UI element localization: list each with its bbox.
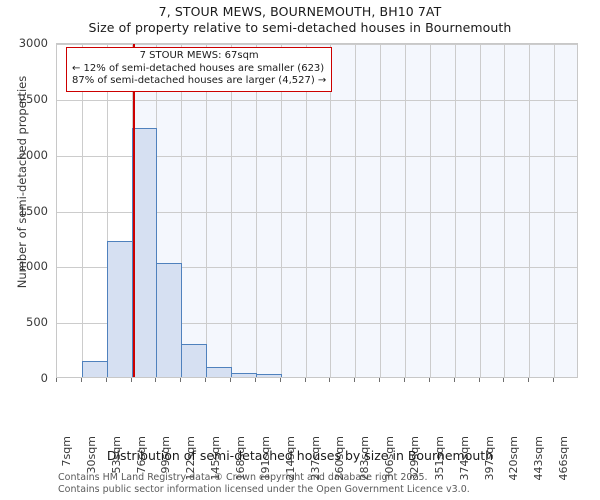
- y-axis-label: Number of semi-detached properties: [15, 75, 29, 289]
- x-axis-tick-mark: [155, 378, 156, 382]
- bar: [57, 377, 83, 378]
- annotation-callout: 7 STOUR MEWS: 67sqm ← 12% of semi-detach…: [66, 47, 333, 92]
- footer-line-1: Contains HM Land Registry data © Crown c…: [58, 472, 428, 483]
- bar: [131, 127, 158, 377]
- gridline-vertical: [554, 44, 555, 377]
- x-axis-tick-mark: [329, 378, 330, 382]
- x-axis-tick-mark: [81, 378, 82, 382]
- x-axis-tick-mark: [230, 378, 231, 382]
- y-axis-tick-label: 3000: [18, 36, 48, 50]
- bar: [306, 377, 332, 378]
- y-axis-tick-label: 1500: [18, 203, 48, 218]
- bar: [355, 377, 381, 378]
- bar: [380, 377, 406, 378]
- gridline-vertical: [206, 44, 207, 377]
- gridline-vertical: [480, 44, 481, 377]
- x-axis-tick-mark: [503, 378, 504, 382]
- x-axis-tick-mark: [255, 378, 256, 382]
- gridline-horizontal: [57, 267, 577, 268]
- gridline-vertical: [529, 44, 530, 377]
- y-axis-tick-label: 0: [40, 371, 48, 385]
- gridline-vertical: [504, 44, 505, 377]
- gridline-vertical: [82, 44, 83, 377]
- gridline-vertical: [256, 44, 257, 377]
- x-axis-tick-mark: [131, 378, 132, 382]
- gridline-vertical: [107, 44, 108, 377]
- x-axis-tick-mark: [379, 378, 380, 382]
- y-axis-tick-label: 2000: [18, 147, 48, 162]
- gridline-vertical: [231, 44, 232, 377]
- gridline-vertical: [181, 44, 182, 377]
- x-axis-label: Distribution of semi-detached houses by …: [106, 448, 494, 463]
- annotation-title: 7 STOUR MEWS: 67sqm: [139, 50, 259, 61]
- x-axis-tick-mark: [404, 378, 405, 382]
- bar: [280, 376, 307, 377]
- y-axis-tick-label: 1000: [18, 259, 48, 274]
- chart-subtitle: Size of property relative to semi-detach…: [88, 20, 512, 35]
- x-axis-tick-mark: [454, 378, 455, 382]
- gridline-horizontal: [57, 212, 577, 213]
- annotation-smaller-text: ← 12% of semi-detached houses are smalle…: [72, 62, 325, 74]
- gridline-vertical: [405, 44, 406, 377]
- gridline-horizontal: [57, 323, 577, 324]
- right-region-shading: [134, 44, 577, 377]
- gridline-vertical: [281, 44, 282, 377]
- bar: [231, 372, 257, 377]
- x-axis-tick-mark: [56, 378, 57, 382]
- x-axis-tick-mark: [106, 378, 107, 382]
- x-axis-tick-mark: [354, 378, 355, 382]
- footer-line-2: Contains public sector information licen…: [58, 483, 470, 495]
- gridline-vertical: [330, 44, 331, 377]
- chart-title: 7, STOUR MEWS, BOURNEMOUTH, BH10 7AT: [158, 4, 442, 19]
- x-axis-tick-mark: [305, 378, 306, 382]
- gridline-vertical: [306, 44, 307, 377]
- plot-area: [56, 43, 578, 378]
- bar: [181, 344, 208, 377]
- bar: [156, 263, 183, 377]
- footer-attribution: Contains HM Land Registry data © Crown c…: [58, 472, 598, 495]
- property-size-marker-line: [133, 44, 136, 377]
- x-axis-tick-mark: [429, 378, 430, 382]
- y-axis-tick-label: 2500: [18, 91, 48, 106]
- y-axis-tick-label: 500: [26, 315, 48, 330]
- x-axis-tick-mark: [528, 378, 529, 382]
- x-axis-tick-mark: [180, 378, 181, 382]
- bar: [255, 373, 282, 377]
- gridline-horizontal: [57, 156, 577, 157]
- gridline-vertical: [455, 44, 456, 377]
- annotation-larger-text: 87% of semi-detached houses are larger (…: [72, 75, 327, 86]
- bar: [106, 240, 133, 377]
- x-axis-tick-mark: [479, 378, 480, 382]
- gridline-vertical: [355, 44, 356, 377]
- x-axis-tick-mark: [553, 378, 554, 382]
- gridline-vertical: [380, 44, 381, 377]
- x-axis-tick-mark: [205, 378, 206, 382]
- gridline-vertical: [430, 44, 431, 377]
- bar: [206, 366, 232, 377]
- bar: [81, 361, 108, 377]
- x-axis-tick-mark: [280, 378, 281, 382]
- gridline-horizontal: [57, 100, 577, 101]
- gridline-horizontal: [57, 44, 577, 45]
